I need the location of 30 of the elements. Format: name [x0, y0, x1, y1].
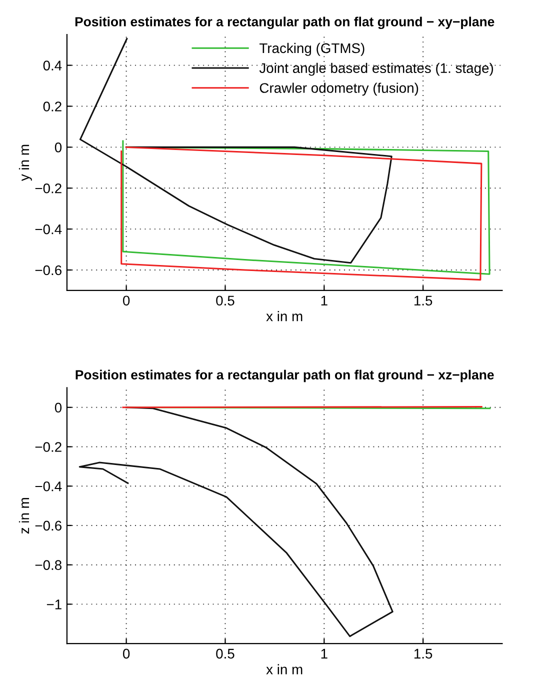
- y-tick-label: −0.4: [35, 224, 62, 234]
- y-axis-title: z in m: [18, 498, 30, 534]
- x-tick-label: 0.5: [216, 648, 234, 659]
- legend-label: Tracking (GTMS): [259, 42, 364, 56]
- y-tick-label: 0: [54, 402, 62, 413]
- x-tick-label: 1: [321, 648, 328, 658]
- y-tick-label: −0.8: [35, 560, 62, 570]
- y-tick-label: 0: [54, 142, 62, 152]
- y-tick-label: −0.2: [35, 183, 62, 194]
- line-series: [78, 406, 394, 638]
- x-tick-label: 1: [321, 296, 328, 306]
- x-tick-label: 1.5: [414, 648, 432, 659]
- legend-label: Joint angle based estimates (1. stage): [259, 62, 494, 76]
- x-tick-label: 0.5: [216, 296, 234, 306]
- y-axis-title: y in m: [18, 144, 32, 182]
- chart-title: Position estimates for a rectangular path on flat ground − xy−plane: [75, 16, 494, 30]
- y-tick-label: −1: [46, 600, 62, 610]
- x-tick-label: 0: [122, 296, 130, 306]
- legend-label: Crawler odometry (fusion): [260, 82, 418, 96]
- x-axis-title: x in m: [266, 664, 302, 674]
- y-tick-label: −0.6: [35, 265, 62, 276]
- x-tick-label: 0: [122, 648, 130, 659]
- y-tick-label: 0.4: [43, 60, 62, 70]
- x-tick-label: 1.5: [414, 296, 432, 306]
- y-tick-label: −0.4: [35, 481, 62, 492]
- y-tick-label: −0.6: [35, 520, 62, 531]
- x-axis-title: x in m: [266, 311, 302, 322]
- chart-title: Position estimates for a rectangular path on flat ground − xz−plane: [76, 370, 494, 382]
- y-tick-label: −0.2: [35, 442, 62, 452]
- y-tick-label: 0.2: [43, 102, 62, 112]
